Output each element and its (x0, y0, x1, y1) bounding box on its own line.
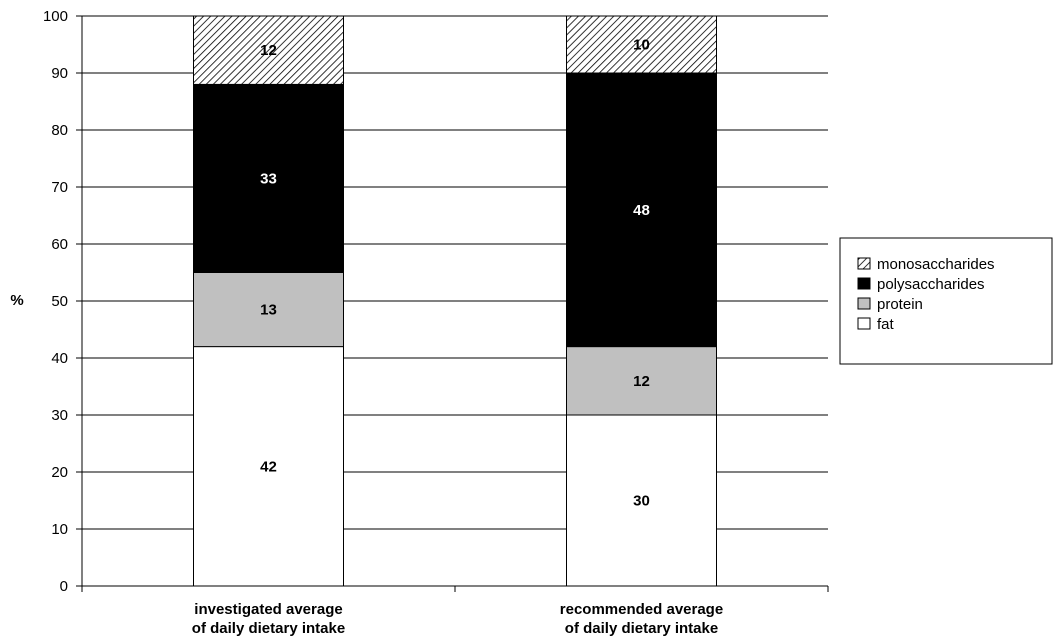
y-tick-label: 70 (51, 179, 68, 196)
bars (193, 15, 717, 587)
x-category-label: recommended average of daily dietary inta… (560, 601, 723, 637)
data-label-fat: 42 (260, 458, 277, 475)
bar-segment-monosaccharides (566, 15, 717, 74)
y-tick-label: 0 (60, 578, 68, 595)
data-label-fat: 30 (633, 493, 650, 510)
legend-entry-monosaccharides: monosaccharides (877, 256, 995, 273)
bar-segment-polysaccharides (193, 83, 344, 274)
legend-entry-fat: fat (877, 316, 895, 333)
axes: 0 10 20 30 40 50 60 70 80 90 100 investigated avera… (43, 8, 829, 637)
y-tick-label: 60 (51, 236, 68, 253)
y-tick-label: 30 (51, 407, 68, 424)
bar-segment-protein (193, 272, 344, 348)
y-tick-label: 10 (51, 521, 68, 538)
data-label-monosaccharides: 10 (633, 37, 650, 54)
y-tick-label: 50 (51, 293, 68, 310)
data-label-monosaccharides: 12 (260, 42, 277, 59)
y-tick-label: 90 (51, 65, 68, 82)
legend-entry-protein: protein (877, 296, 923, 313)
legend-swatch-polysaccharides (857, 277, 871, 290)
y-tick-label: 20 (51, 464, 68, 481)
y-axis-label: % (10, 292, 23, 309)
y-tick-label: 40 (51, 350, 68, 367)
y-tick-label: 100 (43, 8, 68, 25)
bar-segment-fat (566, 414, 717, 587)
legend: monosaccharides polysaccharides protein fat (839, 237, 1053, 365)
legend-swatch-protein (857, 297, 871, 310)
bar-segment-protein (566, 346, 717, 416)
data-label-protein: 12 (633, 373, 650, 390)
x-category-label-line: of daily dietary intake (192, 620, 345, 637)
x-category-label-line: recommended average (560, 601, 723, 618)
data-labels: 42 13 33 12 30 12 48 10 (260, 37, 650, 510)
x-category-label-line: of daily dietary intake (565, 620, 718, 637)
legend-box (839, 237, 1053, 365)
data-label-polysaccharides: 33 (260, 170, 277, 187)
legend-swatch-fat (857, 317, 871, 330)
x-category-label-line: investigated average (194, 601, 342, 618)
y-tick-label: 80 (51, 122, 68, 139)
bar-segment-polysaccharides (566, 72, 717, 348)
data-label-protein: 13 (260, 302, 277, 319)
x-category-label: investigated average of daily dietary int… (192, 601, 345, 637)
bar-segment-monosaccharides (193, 15, 344, 85)
legend-swatch-monosaccharides (857, 257, 871, 270)
legend-entry-polysaccharides: polysaccharides (877, 276, 985, 293)
data-label-polysaccharides: 48 (633, 202, 650, 219)
bar-segment-fat (193, 346, 344, 587)
